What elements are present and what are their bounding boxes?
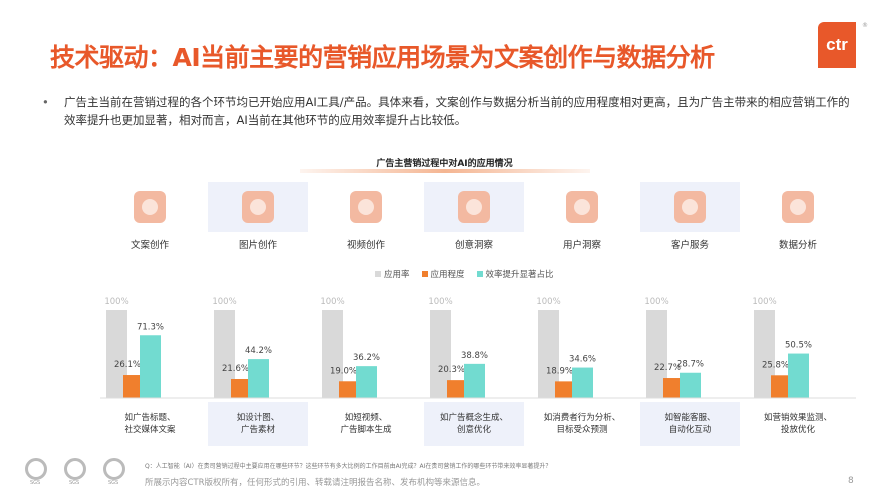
- bar-usage-rate: [754, 310, 775, 398]
- image-icon: [242, 191, 274, 223]
- bar-efficiency: [788, 353, 809, 398]
- data-label: 100%: [320, 297, 344, 307]
- data-label: 44.2%: [245, 346, 272, 356]
- bar-efficiency: [572, 367, 593, 398]
- lightbulb-head-icon: [458, 191, 490, 223]
- category-icon-box: [316, 182, 416, 232]
- data-label: 19.0%: [330, 366, 357, 376]
- category-label: 创意洞察: [454, 240, 493, 251]
- category-label: 用户洞察: [562, 240, 601, 251]
- category-description: 如设计图、 广告素材: [208, 402, 308, 446]
- bar-usage-degree: [447, 380, 464, 398]
- bar-usage-rate: [106, 310, 127, 398]
- bar-usage-rate: [430, 310, 451, 398]
- data-label: 18.9%: [546, 366, 573, 376]
- data-label: 38.8%: [461, 351, 488, 361]
- category-description: 如营销效果监测、 投放优化: [763, 413, 832, 435]
- category-icon-box: [640, 182, 740, 232]
- category-label: 客户服务: [670, 240, 709, 251]
- category-icon-box: [748, 182, 848, 232]
- data-label: 100%: [428, 297, 452, 307]
- video-icon: [350, 191, 382, 223]
- category-description: 如短视频、 广告脚本生成: [340, 413, 392, 435]
- headset-agent-icon: [674, 191, 706, 223]
- category-label: 数据分析: [778, 240, 817, 251]
- category-description: 如消费者行为分析、 目标受众预测: [543, 413, 621, 435]
- chart-title: 广告主营销过程中对AI的应用情况: [376, 159, 513, 169]
- data-label: 36.2%: [353, 353, 380, 363]
- category-description: 如广告概念生成、 创意优化: [424, 402, 524, 446]
- legend-item: 应用率: [375, 268, 410, 280]
- bar-efficiency: [140, 335, 161, 398]
- category-description: 如智能客服、 自动化互动: [640, 402, 740, 446]
- bar-usage-degree: [231, 378, 248, 398]
- bar-efficiency: [356, 366, 377, 398]
- category-label: 视频创作: [346, 240, 385, 251]
- data-label: 71.3%: [137, 322, 164, 332]
- sgs-badge-icon: SGS: [25, 458, 47, 486]
- bar-usage-degree: [771, 375, 788, 398]
- title-underline: [300, 169, 590, 173]
- category-icon-box: [100, 182, 200, 232]
- data-label: 26.1%: [114, 360, 141, 370]
- users-icon: [566, 191, 598, 223]
- bar-usage-degree: [339, 381, 356, 398]
- legend-item: 应用程度: [421, 268, 465, 280]
- bar-efficiency: [680, 372, 701, 398]
- bar-usage-degree: [123, 375, 140, 398]
- sgs-badge-icon: SGS: [64, 458, 86, 486]
- category-label: 图片创作: [238, 240, 277, 251]
- copyright-notice: 所展示内容CTR版权所有，任何形式的引用、转载请注明报告名称、发布机构等来源信息…: [145, 478, 486, 488]
- category-icon-box: [424, 182, 524, 232]
- data-chart-icon: [782, 191, 814, 223]
- bar-efficiency: [464, 363, 485, 398]
- data-label: 20.3%: [438, 365, 465, 375]
- category-description: 如广告标题、 社交媒体文案: [124, 413, 176, 435]
- data-label: 100%: [644, 297, 668, 307]
- page-number: 8: [848, 476, 854, 486]
- data-label: 25.8%: [762, 360, 789, 370]
- bar-usage-rate: [538, 310, 559, 398]
- page-title: 技术驱动：AI当前主要的营销应用场景为文案创作与数据分析: [50, 43, 715, 72]
- bar-efficiency: [248, 359, 269, 398]
- bar-usage-degree: [555, 381, 572, 398]
- survey-question: Q：人工智能（AI）在贵司营销过程中主要应用在哪些环节？这些环节有多大比例的工作…: [145, 463, 552, 470]
- data-label: 34.6%: [569, 355, 596, 365]
- bar-usage-degree: [663, 378, 680, 398]
- legend: 应用率 应用程度 效率提升显著占比: [375, 268, 554, 280]
- bar-usage-rate: [214, 310, 235, 398]
- legend-item: 效率提升显著占比: [476, 268, 554, 280]
- category-icon-box: [208, 182, 308, 232]
- document-edit-icon: [134, 191, 166, 223]
- bar-usage-rate: [646, 310, 667, 398]
- category-icon-box: [532, 182, 632, 232]
- bar-usage-rate: [322, 310, 343, 398]
- data-label: 50.5%: [785, 341, 812, 351]
- data-label: 21.6%: [222, 364, 249, 374]
- summary-bullet: 广告主当前在营销过程的各个环节均已开始应用AI工具/产品。具体来看，文案创作与数…: [42, 93, 852, 129]
- ctr-logo: ctr: [818, 22, 856, 68]
- data-label: 100%: [536, 297, 560, 307]
- data-label: 100%: [104, 297, 128, 307]
- sgs-badge-icon: SGS: [103, 458, 125, 486]
- data-label: 100%: [212, 297, 236, 307]
- data-label: 22.7%: [654, 363, 681, 373]
- data-label: 28.7%: [677, 360, 704, 370]
- category-label: 文案创作: [130, 240, 169, 251]
- registered-mark: ®: [862, 22, 868, 29]
- data-label: 100%: [752, 297, 776, 307]
